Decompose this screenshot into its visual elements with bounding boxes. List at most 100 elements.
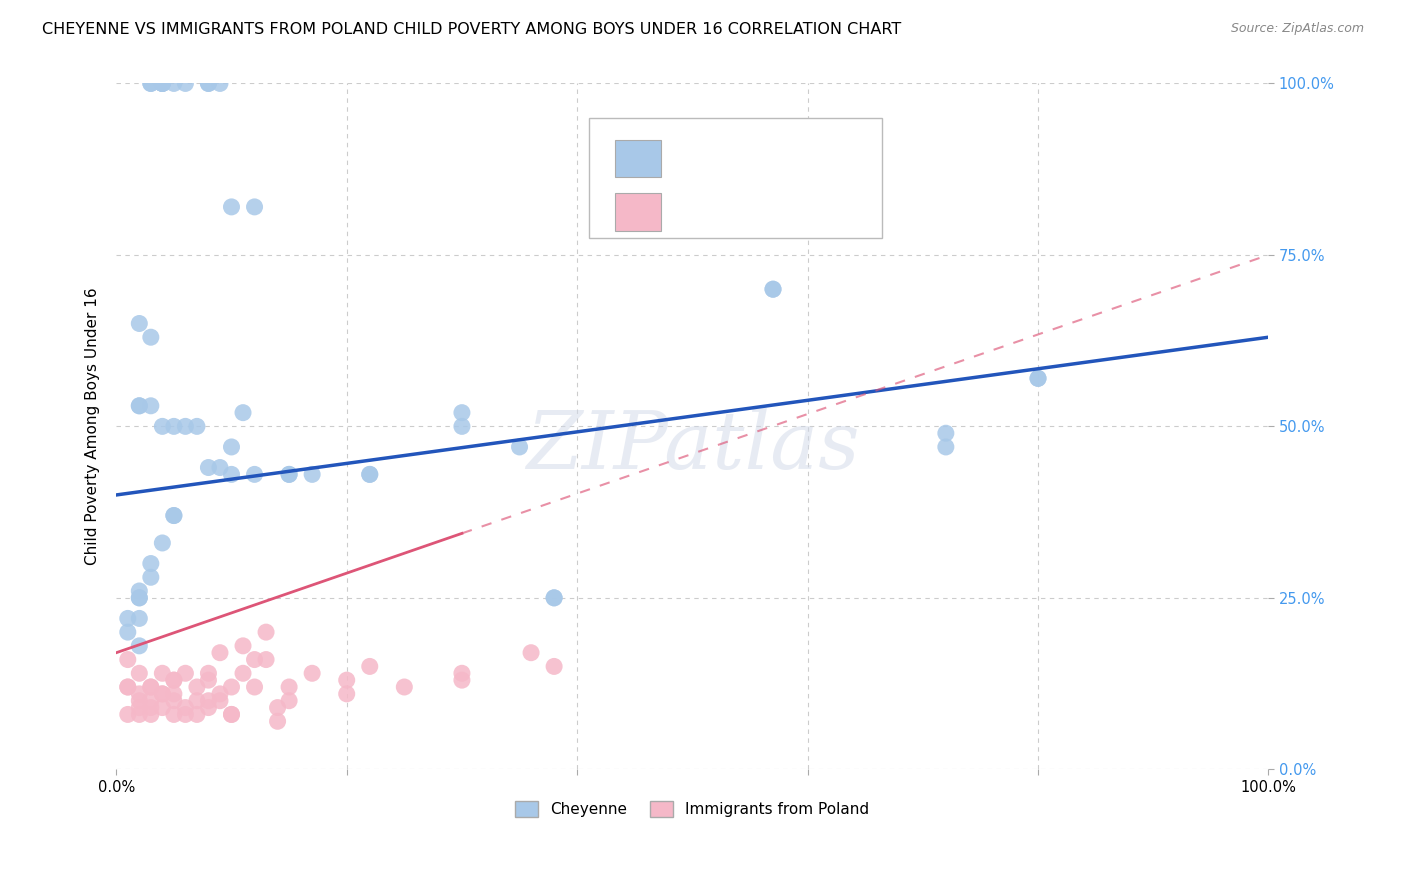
Point <box>150 419 173 434</box>
Point <box>128 700 150 714</box>
Point <box>150 536 173 550</box>
Point <box>150 77 173 91</box>
Point <box>197 673 219 687</box>
Point <box>221 707 243 722</box>
Point <box>359 467 381 482</box>
Point <box>117 707 139 722</box>
Text: R =: R = <box>675 204 709 219</box>
FancyBboxPatch shape <box>616 193 661 230</box>
Point <box>762 282 785 296</box>
Text: 29: 29 <box>849 151 872 166</box>
Point <box>278 467 301 482</box>
Point <box>163 673 186 687</box>
Point <box>243 467 266 482</box>
Point <box>163 508 186 523</box>
Point <box>208 646 231 660</box>
Point <box>520 646 543 660</box>
Point <box>394 680 416 694</box>
Point <box>139 77 162 91</box>
Point <box>163 707 186 722</box>
Point <box>1026 371 1049 385</box>
Point <box>232 666 254 681</box>
Point <box>128 707 150 722</box>
Point <box>543 591 565 605</box>
Point <box>935 426 957 441</box>
Point <box>163 694 186 708</box>
Point <box>139 557 162 571</box>
Point <box>278 680 301 694</box>
Point <box>197 77 219 91</box>
Point <box>543 659 565 673</box>
Point <box>762 282 785 296</box>
Point <box>128 584 150 599</box>
Point <box>221 680 243 694</box>
FancyBboxPatch shape <box>616 140 661 178</box>
Point <box>254 625 277 640</box>
Point <box>128 694 150 708</box>
Point <box>301 666 323 681</box>
Point <box>128 317 150 331</box>
Point <box>543 591 565 605</box>
Point <box>359 659 381 673</box>
Point <box>197 694 219 708</box>
Point <box>221 707 243 722</box>
Point <box>451 673 474 687</box>
Point <box>139 694 162 708</box>
Point <box>174 666 197 681</box>
Point <box>139 700 162 714</box>
Text: 0.153: 0.153 <box>724 204 775 219</box>
Point <box>359 467 381 482</box>
Text: CHEYENNE VS IMMIGRANTS FROM POLAND CHILD POVERTY AMONG BOYS UNDER 16 CORRELATION: CHEYENNE VS IMMIGRANTS FROM POLAND CHILD… <box>42 22 901 37</box>
Point <box>174 707 197 722</box>
Point <box>150 687 173 701</box>
Point <box>336 673 359 687</box>
Point <box>197 77 219 91</box>
Point <box>186 694 208 708</box>
Text: ZIPatlas: ZIPatlas <box>526 409 859 486</box>
Text: R =: R = <box>675 151 709 166</box>
Text: 0.202: 0.202 <box>724 151 775 166</box>
Point <box>139 680 162 694</box>
Point <box>186 680 208 694</box>
Point <box>301 467 323 482</box>
Point <box>117 680 139 694</box>
Point <box>208 77 231 91</box>
Point <box>243 652 266 666</box>
Point <box>1026 371 1049 385</box>
Point <box>174 700 197 714</box>
Point <box>150 77 173 91</box>
Point <box>128 611 150 625</box>
Point <box>139 680 162 694</box>
Point <box>128 591 150 605</box>
Legend: Cheyenne, Immigrants from Poland: Cheyenne, Immigrants from Poland <box>509 795 876 823</box>
Point <box>451 406 474 420</box>
Point <box>232 406 254 420</box>
Point <box>451 666 474 681</box>
Point <box>150 77 173 91</box>
Point <box>174 419 197 434</box>
Point <box>150 666 173 681</box>
Point <box>266 714 288 729</box>
Point <box>186 419 208 434</box>
Point <box>266 700 288 714</box>
Point <box>221 467 243 482</box>
Point <box>197 460 219 475</box>
Text: 29: 29 <box>849 204 872 219</box>
Point <box>150 687 173 701</box>
Point <box>232 639 254 653</box>
Point <box>186 707 208 722</box>
Point <box>243 200 266 214</box>
Point <box>128 639 150 653</box>
Point <box>935 440 957 454</box>
Point <box>117 652 139 666</box>
Point <box>163 687 186 701</box>
FancyBboxPatch shape <box>589 118 883 238</box>
Point <box>278 467 301 482</box>
Point <box>221 440 243 454</box>
Point <box>451 419 474 434</box>
Point <box>208 694 231 708</box>
Point <box>254 652 277 666</box>
Point <box>174 77 197 91</box>
Point <box>128 399 150 413</box>
Point <box>128 399 150 413</box>
